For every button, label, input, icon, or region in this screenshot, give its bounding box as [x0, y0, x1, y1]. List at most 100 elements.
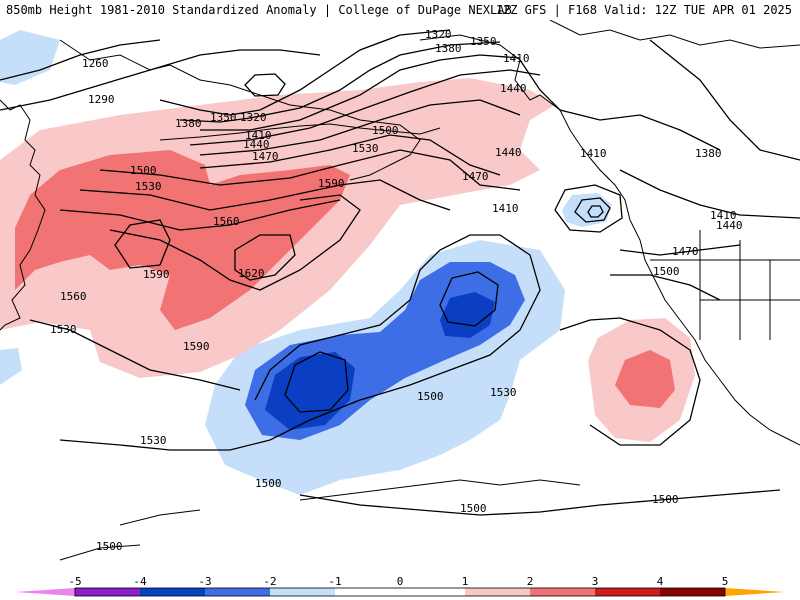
shading-dark-blue-b — [440, 292, 495, 338]
contour-labels: 1260 1290 1320 1320 1350 1350 1380 1380 … — [50, 28, 743, 553]
colorbar-tick-label: 2 — [527, 575, 534, 588]
colorbar-tick-label: -2 — [263, 575, 276, 588]
contour-label: 1500 — [130, 164, 157, 177]
contour-1500-n — [99, 149, 521, 191]
contour-label: 1500 — [417, 390, 444, 403]
coast-south-islands — [59, 479, 581, 561]
contour-label: 1410 — [245, 129, 272, 142]
contour-label: 1410 — [503, 52, 530, 65]
contour-label: 1350 — [470, 35, 497, 48]
contour-label: 1320 — [425, 28, 452, 41]
contour-1470-e — [619, 244, 741, 256]
contour-label: 1530 — [140, 434, 167, 447]
contour-1410 — [189, 69, 541, 146]
colorbar-segment — [140, 588, 205, 596]
colorbar-tick-label: 3 — [592, 575, 599, 588]
contour-label: 1500 — [653, 265, 680, 278]
contour-1410-e — [619, 169, 800, 219]
contour-1500-main — [170, 234, 541, 451]
run-info: 12Z GFS | F168 Valid: 12Z TUE APR 01 202… — [495, 3, 792, 17]
contour-label: 1470 — [672, 245, 699, 258]
contour-1530-e — [559, 317, 701, 446]
state-borders — [650, 230, 800, 340]
contour-low-ring-1 — [554, 184, 623, 233]
contour-label: 1530 — [50, 323, 77, 336]
colorbar-segment — [595, 588, 660, 596]
colorbar-segment — [465, 588, 530, 596]
contour-label: 1260 — [82, 57, 109, 70]
contour-label: 1410 — [710, 209, 737, 222]
contour-label: 1470 — [462, 170, 489, 183]
contour-label: 1500 — [372, 124, 399, 137]
colorbar-tick-label: -1 — [328, 575, 341, 588]
shading-light-blue-w — [0, 348, 22, 385]
contour-1320 — [159, 29, 451, 116]
contour-label: 1440 — [716, 219, 743, 232]
contour-1260 — [0, 39, 161, 81]
contour-low-a — [284, 351, 349, 413]
shading-light-blue-nw — [0, 30, 60, 85]
contour-1350 — [179, 41, 501, 123]
colorbar-tick-label: -5 — [68, 575, 81, 588]
contour-1620 — [234, 234, 296, 281]
coast-aleutians — [159, 123, 441, 141]
coast-asia — [0, 99, 46, 331]
coast-kamchatka — [59, 39, 421, 181]
map-title: 850mb Height 1981-2010 Standardized Anom… — [6, 3, 512, 17]
colorbar-segment — [270, 588, 335, 596]
contour-label: 1500 — [652, 493, 679, 506]
contour-1590 — [109, 194, 361, 291]
anomaly-map: 1260 1290 1320 1320 1350 1350 1380 1380 … — [0, 20, 800, 561]
coast-north-edge — [549, 20, 800, 49]
contour-label: 1590 — [318, 177, 345, 190]
shading-light-blue-low — [562, 193, 612, 227]
coast-alaska — [419, 34, 611, 181]
contour-label: 1410 — [492, 202, 519, 215]
contour-low-ring-3 — [587, 205, 604, 218]
contour-1380-ne — [649, 39, 800, 161]
contour-label: 1590 — [183, 340, 210, 353]
colorbar-segment — [205, 588, 270, 596]
anomaly-colorbar: -5 -4 -3 -2 -1 0 1 2 3 4 5 — [0, 575, 800, 600]
contour-label: 1440 — [243, 138, 270, 151]
contour-label: 1380 — [695, 147, 722, 160]
colorbar-outline — [74, 587, 726, 597]
contour-label: 1350 — [210, 111, 237, 124]
contour-label: 1320 — [240, 111, 267, 124]
contour-label: 1530 — [135, 180, 162, 193]
coastlines — [0, 20, 800, 561]
colorbar-tick-label: -4 — [133, 575, 147, 588]
colorbar-tick-label: 0 — [397, 575, 404, 588]
contour-label: 1500 — [96, 540, 123, 553]
contour-label: 1500 — [255, 477, 282, 490]
colorbar-tick-label: 1 — [462, 575, 469, 588]
contour-label: 1530 — [352, 142, 379, 155]
contour-low-b — [439, 271, 499, 327]
contour-label: 1590 — [143, 268, 170, 281]
colorbar-segment — [335, 588, 465, 596]
contour-label: 1410 — [580, 147, 607, 160]
contour-label: 1440 — [500, 82, 527, 95]
contour-label: 1560 — [60, 290, 87, 303]
contour-1440 — [199, 99, 521, 156]
contour-1500-s — [299, 489, 781, 516]
contour-1380-n — [200, 54, 521, 131]
contour-1440-ne — [519, 59, 721, 151]
contour-1500-e — [610, 274, 721, 301]
contour-label: 1500 — [460, 502, 487, 515]
colorbar-tick-label: -3 — [198, 575, 211, 588]
contour-label: 1620 — [238, 267, 265, 280]
shading-red-main — [15, 150, 350, 330]
contour-1530-sw — [29, 319, 241, 391]
colorbar-segment — [660, 588, 725, 596]
contour-1530-s — [59, 439, 171, 451]
colorbar-tick-label: 5 — [722, 575, 729, 588]
shading-red-east — [615, 350, 675, 408]
contour-ring-nw — [244, 73, 286, 97]
colorbar-ticks: -5 -4 -3 -2 -1 0 1 2 3 4 5 — [68, 575, 728, 588]
contour-1290 — [0, 49, 321, 111]
colorbar-arrow-left — [15, 588, 75, 596]
header-bar: 850mb Height 1981-2010 Standardized Anom… — [0, 0, 800, 20]
height-contours — [0, 29, 800, 516]
contour-label: 1470 — [252, 150, 279, 163]
